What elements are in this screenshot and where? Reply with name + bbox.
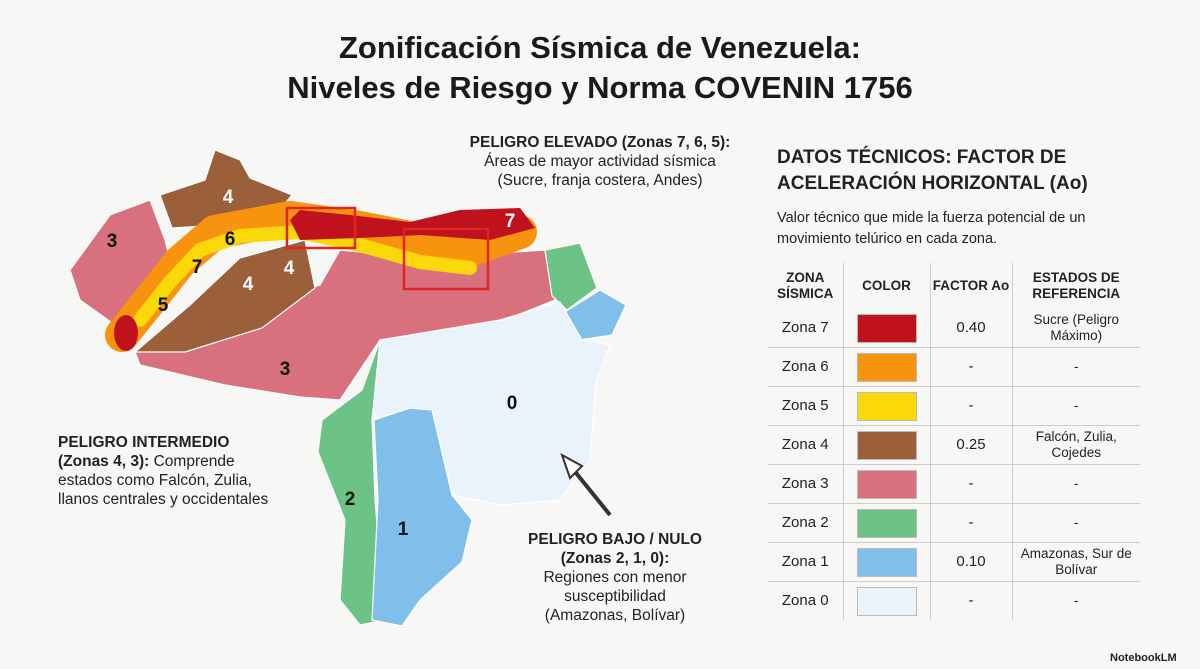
- zone-label: 3: [280, 359, 291, 380]
- states-cell: -: [1011, 386, 1140, 426]
- zone-label: 0: [507, 393, 518, 414]
- factor-cell: -: [929, 581, 1013, 620]
- color-cell: [842, 542, 931, 582]
- annotation-line: Áreas de mayor actividad sísmica: [484, 153, 716, 170]
- color-cell: [842, 503, 931, 543]
- color-cell: [842, 386, 931, 426]
- panel-heading-line: ACELERACIÓN HORIZONTAL (Ao): [777, 173, 1088, 194]
- states-cell: -: [1011, 581, 1140, 620]
- annotation-line: (Sucre, franja costera, Andes): [497, 172, 703, 189]
- states-cell: Falcón, Zulia, Cojedes: [1011, 425, 1140, 465]
- zone-cell: Zona 5: [768, 386, 844, 426]
- map: 3 4 6 7 5 4 4 3 0 2 1 7: [69, 149, 627, 627]
- title-line: Niveles de Riesgo y Norma COVENIN 1756: [287, 70, 913, 105]
- zone-label: 2: [345, 489, 356, 510]
- color-swatch: [856, 508, 917, 538]
- table-row: Zona 0 --: [768, 581, 1140, 620]
- zone-label: 7: [192, 257, 203, 278]
- footer: NotebookLM: [1110, 652, 1177, 664]
- table-header: ZONA SÍSMICA: [768, 263, 844, 309]
- color-swatch: [856, 586, 917, 616]
- table-row: Zona 3 --: [768, 464, 1140, 504]
- annotation-heading: PELIGRO ELEVADO (Zonas 7, 6, 5):: [469, 134, 731, 151]
- states-cell: Sucre (Peligro Máximo): [1011, 309, 1140, 348]
- zone-cell: Zona 7: [768, 309, 844, 348]
- table-header: COLOR: [842, 263, 931, 309]
- table-row: Zona 2 --: [768, 503, 1140, 543]
- zone-label: 3: [107, 231, 118, 252]
- title-line: Zonificación Sísmica de Venezuela:: [338, 30, 861, 65]
- factor-cell: -: [929, 503, 1013, 543]
- color-swatch: [856, 547, 917, 577]
- zone-cell: Zona 4: [768, 425, 844, 465]
- color-swatch: [856, 391, 917, 421]
- states-cell: -: [1011, 464, 1140, 504]
- color-swatch: [856, 313, 917, 343]
- factor-cell: -: [929, 347, 1013, 387]
- states-cell: -: [1011, 503, 1140, 543]
- annotation-body: Comprende estados como Falcón, Zulia, ll…: [58, 453, 269, 508]
- panel-heading-line: DATOS TÉCNICOS: FACTOR DE: [777, 147, 1067, 168]
- table-header: ESTADOS DE REFERENCIA: [1011, 263, 1140, 309]
- states-cell: -: [1011, 347, 1140, 387]
- annotation-heading: PELIGRO BAJO / NULO: [528, 531, 702, 548]
- color-cell: [842, 464, 931, 504]
- color-cell: [842, 347, 931, 387]
- color-swatch: [856, 430, 917, 460]
- zone-label: 4: [243, 274, 254, 295]
- zone-cell: Zona 2: [768, 503, 844, 543]
- color-cell: [842, 425, 931, 465]
- annotation-line: susceptibilidad: [564, 588, 666, 605]
- zone-cell: Zona 6: [768, 347, 844, 387]
- annotation-high: PELIGRO ELEVADO (Zonas 7, 6, 5): Áreas d…: [440, 133, 760, 190]
- annotation-heading: PELIGRO INTERMEDIO (Zonas 4, 3):: [58, 434, 230, 470]
- zone-label: 4: [284, 258, 295, 279]
- annotation-heading: (Zonas 2, 1, 0):: [560, 550, 670, 567]
- factor-cell: -: [929, 386, 1013, 426]
- table-header: FACTOR Ao: [929, 263, 1013, 309]
- annotation-line: Regiones con menor: [543, 569, 687, 586]
- zone-label: 7: [505, 211, 516, 232]
- zone-label: 6: [225, 229, 236, 250]
- color-swatch: [856, 352, 917, 382]
- table-row: Zona 6 --: [768, 347, 1140, 387]
- table-row: Zona 7 0.40 Sucre (Peligro Máximo): [768, 309, 1140, 348]
- panel-description: Valor técnico que mide la fuerza potenci…: [777, 210, 1086, 247]
- color-swatch: [856, 469, 917, 499]
- table-row: Zona 1 0.10 Amazonas, Sur de Bolívar: [768, 542, 1140, 582]
- annotation-low: PELIGRO BAJO / NULO (Zonas 2, 1, 0): Reg…: [500, 530, 730, 625]
- data-table: ZONA SÍSMICA COLOR FACTOR Ao ESTADOS DE REF…: [768, 263, 1140, 620]
- table-row: Zona 5 --: [768, 386, 1140, 426]
- zone-cell: Zona 0: [768, 581, 844, 620]
- zone-cell: Zona 1: [768, 542, 844, 582]
- panel-heading: DATOS TÉCNICOS: FACTOR DE ACELERACIÓN HO…: [777, 145, 1088, 197]
- factor-cell: 0.25: [929, 425, 1013, 465]
- factor-cell: 0.40: [929, 309, 1013, 348]
- zone-cell: Zona 3: [768, 464, 844, 504]
- factor-cell: 0.10: [929, 542, 1013, 582]
- zone-label: 1: [398, 519, 409, 540]
- color-cell: [842, 309, 931, 348]
- zone-label: 4: [223, 187, 234, 208]
- factor-cell: -: [929, 464, 1013, 504]
- zone-label: 5: [158, 295, 169, 316]
- annotation-intermediate: PELIGRO INTERMEDIO (Zonas 4, 3): Compren…: [58, 433, 278, 509]
- table-row: Zona 4 0.25 Falcón, Zulia, Cojedes: [768, 425, 1140, 465]
- annotation-line: (Amazonas, Bolívar): [544, 607, 686, 624]
- states-cell: Amazonas, Sur de Bolívar: [1011, 542, 1140, 582]
- color-cell: [842, 581, 931, 620]
